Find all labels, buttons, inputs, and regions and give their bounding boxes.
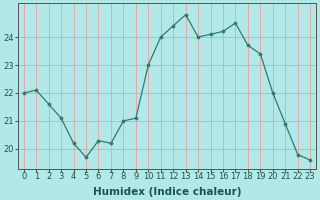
X-axis label: Humidex (Indice chaleur): Humidex (Indice chaleur) [93,187,241,197]
